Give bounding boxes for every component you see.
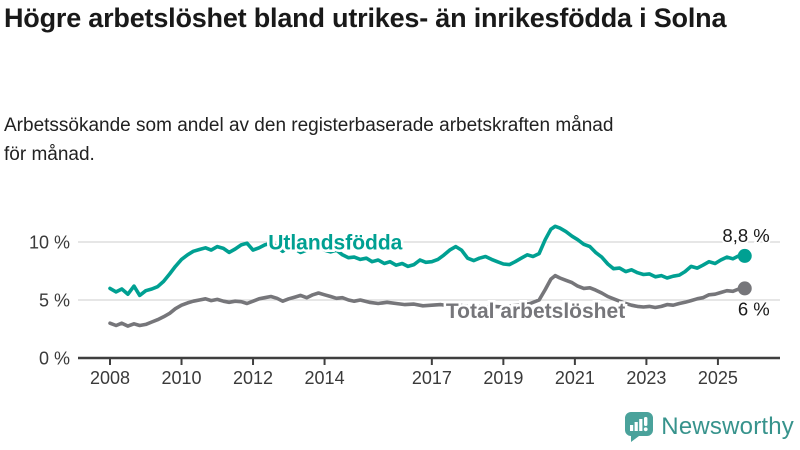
x-axis-tick-label: 2012 [233,368,273,388]
series-end-value-label-utlandsfodda: 8,8 % [722,225,769,246]
y-axis-tick-label: 0 % [39,349,70,369]
x-axis-tick-label: 2025 [698,368,738,388]
newsworthy-logo-icon [624,411,654,443]
series-label-total: Total arbetslöshet [446,300,625,323]
series-line-utlandsfodda [108,224,747,298]
x-axis-tick-label: 2023 [626,368,666,388]
newsworthy-wordmark: Newsworthy [661,413,794,440]
x-axis-tick-label: 2019 [483,368,523,388]
x-axis-tick-label: 2017 [412,368,452,388]
newsworthy-logo: Newsworthy [624,411,794,443]
x-axis-tick-label: 2008 [90,368,130,388]
x-axis-tick-label: 2021 [555,368,595,388]
series-endpoint-dot-utlandsfodda [737,248,752,263]
series-label-utlandsfodda: Utlandsfödda [268,232,402,255]
chart-title: Högre arbetslöshet bland utrikes- än inr… [4,3,727,33]
y-axis-tick-label: 10 % [29,233,70,253]
x-axis-tick-label: 2010 [161,368,201,388]
chart-subtitle: Arbetssökande som andel av den registerb… [4,115,614,165]
y-axis-tick-label: 5 % [39,291,70,311]
series-endpoint-dot-total [737,281,752,296]
series-line-total [108,273,747,328]
x-axis-tick-label: 2014 [305,368,345,388]
series-end-value-label-total: 6 % [738,298,770,319]
